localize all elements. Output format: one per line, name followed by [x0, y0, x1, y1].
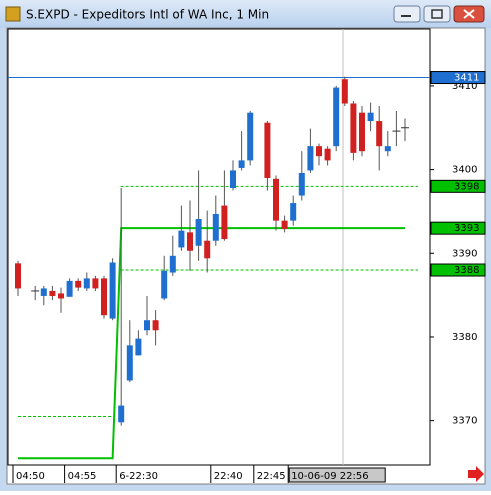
window-icon: [5, 6, 21, 22]
y-tick-label: 3390: [452, 248, 477, 259]
level-label: 3388: [454, 265, 479, 276]
candle-body: [49, 290, 56, 296]
candle-body: [161, 270, 168, 299]
candle-body: [195, 218, 202, 246]
candle-body: [92, 278, 99, 289]
candle-body: [75, 280, 82, 288]
candle-body: [384, 146, 391, 152]
candle-body: [238, 160, 245, 168]
scroll-arrow[interactable]: [468, 466, 484, 482]
candle-body: [281, 220, 288, 230]
y-tick-label: 3410: [452, 81, 477, 92]
candle-body: [221, 205, 228, 240]
level-label: 3398: [454, 181, 479, 192]
candle-body: [298, 172, 305, 196]
level-label-box: [430, 263, 486, 277]
candle-body: [376, 121, 383, 147]
candle-body: [212, 213, 219, 241]
level-label-box: [430, 179, 486, 193]
candle-body: [264, 122, 271, 178]
level-label: 3411: [454, 73, 479, 84]
x-tick-label: 22:45: [257, 471, 286, 482]
candle-body: [230, 170, 236, 189]
candle-body: [15, 263, 21, 289]
candle-body: [187, 232, 193, 251]
candle-body: [359, 112, 365, 152]
window-title: S.EXPD - Expeditors Intl of WA Inc, 1 Mi…: [26, 8, 269, 22]
level-label: 3393: [454, 223, 479, 234]
x-tick-label: 6-22:30: [119, 471, 158, 482]
y-tick-label: 3400: [452, 165, 477, 176]
candle-body: [101, 278, 107, 316]
candle-body: [118, 405, 125, 423]
candle-body: [83, 278, 90, 289]
minimize-button[interactable]: [393, 5, 421, 23]
candle-body: [135, 338, 142, 356]
cursor-date-box: [288, 467, 386, 483]
candle-body: [341, 79, 348, 104]
y-tick-label: 3370: [452, 416, 477, 427]
minimize-icon: [401, 15, 411, 17]
maximize-button[interactable]: [423, 5, 451, 23]
candle-body: [169, 255, 176, 273]
x-tick-label: 22:40: [214, 471, 243, 482]
candle-body: [367, 112, 374, 122]
candle-body: [350, 103, 357, 153]
line: [18, 227, 405, 460]
x-tick-label: 04:50: [16, 471, 45, 482]
candle-body: [290, 203, 297, 221]
candle-body: [40, 288, 47, 296]
candle-body: [324, 148, 331, 161]
candle-body: [204, 240, 211, 259]
candle-body: [109, 262, 116, 319]
candle-body: [152, 320, 159, 331]
candle-body: [316, 146, 322, 157]
candle-body: [333, 87, 340, 147]
candle-body: [66, 280, 73, 297]
x-tick-label: 04:55: [68, 471, 97, 482]
y-tick-label: 3380: [452, 332, 477, 343]
candle-body: [178, 230, 185, 248]
candle-body: [144, 320, 150, 331]
candle-body: [126, 345, 133, 381]
candle-body: [307, 146, 314, 171]
level-label-box: [430, 221, 486, 235]
candle-body: [58, 293, 64, 299]
x-tick-label: 10-06-09 22:56: [291, 471, 368, 482]
plot-area: [7, 28, 431, 466]
candle-body: [273, 178, 279, 221]
candle-body: [247, 112, 254, 161]
level-label-box: [430, 71, 486, 85]
maximize-icon: [431, 9, 443, 19]
close-icon: [463, 9, 475, 19]
